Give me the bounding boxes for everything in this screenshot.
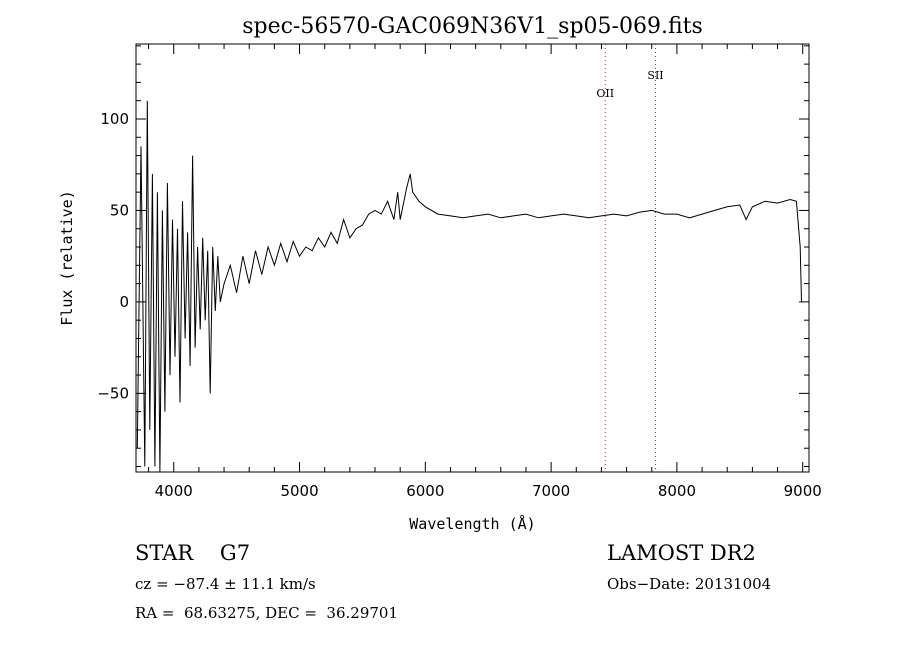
y-axis-label: Flux (relative) xyxy=(58,190,76,325)
redshift-label: cz = −87.4 ± 11.1 km/s xyxy=(135,575,316,593)
line-label-sii: SII xyxy=(647,69,663,82)
x-tick-label: 7000 xyxy=(532,482,570,500)
survey-label: LAMOST DR2 xyxy=(607,541,756,565)
x-tick-label: 5000 xyxy=(280,482,318,500)
plot-frame xyxy=(135,43,810,473)
y-tick-label: −50 xyxy=(97,384,129,402)
y-tick-label: 50 xyxy=(110,201,129,219)
x-tick-label: 8000 xyxy=(658,482,696,500)
x-tick-label: 4000 xyxy=(155,482,193,500)
spectrum-line xyxy=(136,100,803,472)
y-tick-label: 100 xyxy=(100,110,129,128)
obs-date-label: Obs−Date: 20131004 xyxy=(607,575,772,593)
line-label-oii: OII xyxy=(596,87,614,100)
x-tick-label: 6000 xyxy=(406,482,444,500)
x-axis-label: Wavelength (Å) xyxy=(409,514,535,533)
object-class-label: STAR G7 xyxy=(135,541,251,565)
coordinates-label: RA = 68.63275, DEC = 36.29701 xyxy=(135,604,399,622)
x-tick-label: 9000 xyxy=(784,482,822,500)
y-tick-label: 0 xyxy=(119,293,129,311)
chart-title: spec-56570-GAC069N36V1_sp05-069.fits xyxy=(242,14,703,39)
